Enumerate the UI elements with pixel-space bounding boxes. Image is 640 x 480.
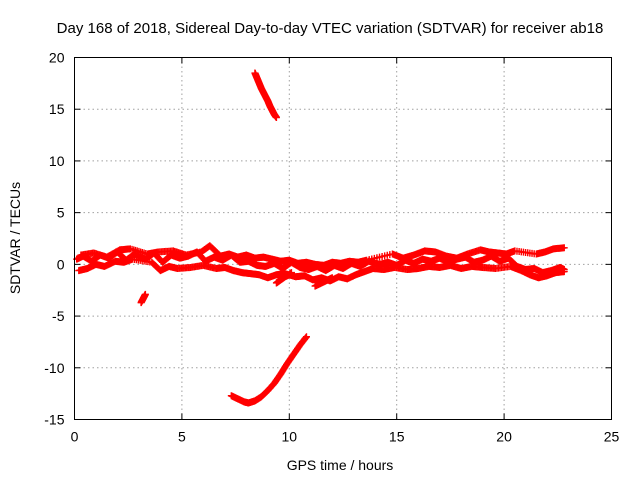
x-tick-label: 25: [604, 429, 620, 445]
data-point-short-arc-3: [328, 274, 336, 282]
chart-title: Day 168 of 2018, Sidereal Day-to-day VTE…: [57, 20, 604, 37]
y-tick-label: 5: [57, 205, 65, 221]
y-tick-label: 10: [49, 153, 65, 169]
data-point-short-arc-2: [287, 269, 295, 277]
data-point-short-arc-1: [141, 290, 149, 298]
data-point-lower-arc: [302, 333, 310, 341]
y-tick-labels: -15 -10 -5 0 5 10 15 20: [44, 50, 64, 428]
x-tick-label: 0: [71, 429, 79, 445]
x-tick-label: 15: [389, 429, 405, 445]
y-axis-label: SDTVAR / TECUs: [7, 182, 23, 294]
y-tick-label: -10: [44, 360, 64, 376]
y-tick-label: 20: [49, 50, 65, 66]
data-point-upper-band: [560, 244, 568, 252]
x-tick-label: 20: [496, 429, 512, 445]
y-tick-label: -5: [52, 308, 65, 324]
y-tick-label: -15: [44, 412, 64, 428]
x-tick-label: 10: [282, 429, 298, 445]
x-tick-labels: 0 5 10 15 20 25: [71, 429, 620, 445]
x-tick-label: 5: [178, 429, 186, 445]
axis-ticks: [74, 57, 612, 420]
plot-frame: [74, 57, 612, 420]
y-tick-label: 15: [49, 101, 65, 117]
grid: [74, 57, 612, 420]
x-axis-label: GPS time / hours: [287, 457, 394, 473]
data-point-lower-band: [560, 268, 568, 276]
data-point-upper-arc: [272, 113, 280, 121]
y-tick-label: 0: [57, 256, 65, 272]
data-points: [73, 69, 568, 407]
